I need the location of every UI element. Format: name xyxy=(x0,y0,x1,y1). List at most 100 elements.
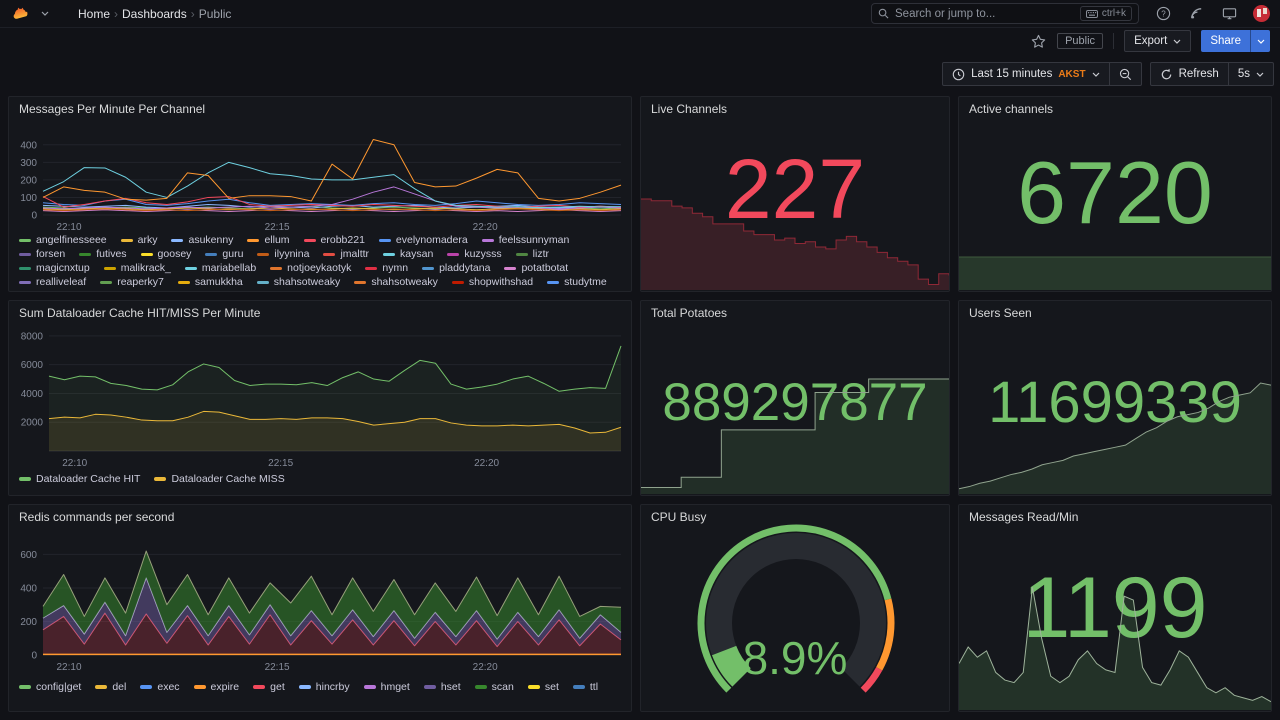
legend-item[interactable]: vvrl9v xyxy=(358,290,402,291)
legend-label: get xyxy=(270,680,285,693)
news-rss-icon[interactable] xyxy=(1187,5,1205,23)
legend-item[interactable]: realliveleaf xyxy=(19,276,86,289)
timeseries-chart[interactable]: 0 200 400 600 22:10 22:15 22:20 xyxy=(13,535,629,675)
legend-item[interactable]: get xyxy=(253,680,285,694)
grafana-logo-icon[interactable] xyxy=(10,5,28,23)
legend-item[interactable]: pladdytana xyxy=(422,262,490,275)
legend-item[interactable]: kaysan xyxy=(383,248,433,261)
svg-text:22:10: 22:10 xyxy=(56,662,81,673)
legend-item[interactable]: zezeneeeee xyxy=(416,290,490,291)
breadcrumb-dashboards[interactable]: Dashboards xyxy=(122,6,187,21)
legend-item[interactable]: ellum xyxy=(247,234,290,247)
legend-label: zezeneeeee xyxy=(433,290,490,291)
legend-label: guru xyxy=(222,248,244,260)
svg-text:600: 600 xyxy=(20,550,37,561)
legend-item[interactable]: config|get xyxy=(19,680,81,694)
legend-item[interactable]: hset xyxy=(423,680,461,694)
refresh-interval-select[interactable]: 5s xyxy=(1228,62,1274,86)
user-avatar[interactable] xyxy=(1253,5,1270,22)
stat-value: 227 xyxy=(724,142,866,236)
legend-item[interactable]: hincrby xyxy=(298,680,350,694)
legend-item[interactable]: Dataloader Cache HIT xyxy=(19,472,140,486)
svg-text:2000: 2000 xyxy=(21,418,44,429)
search-input[interactable]: Search or jump to... ctrl+k xyxy=(871,3,1139,24)
legend-label: feelssunnyman xyxy=(498,234,570,246)
legend-item[interactable]: wubsebd xyxy=(80,290,139,291)
panel-title[interactable]: Users Seen xyxy=(969,306,1032,320)
legend-item[interactable]: jmalttr xyxy=(323,248,369,261)
legend-swatch xyxy=(177,280,190,285)
legend-item[interactable]: arky xyxy=(120,234,157,247)
legend-item[interactable]: erobb221 xyxy=(303,234,365,247)
legend-item[interactable]: mariabellab xyxy=(184,262,256,275)
timeseries-chart[interactable]: 2000 4000 6000 8000 22:10 22:15 22:20 xyxy=(13,325,629,471)
panel-title[interactable]: CPU Busy xyxy=(651,510,707,524)
legend-label: websewtime xyxy=(170,290,228,291)
zoom-out-button[interactable] xyxy=(1109,62,1142,86)
legend-item[interactable]: shopwithshad xyxy=(451,276,533,289)
legend-item[interactable]: wsvud xyxy=(19,290,66,291)
legend-item[interactable]: websewtime xyxy=(153,290,228,291)
svg-text:0: 0 xyxy=(31,211,37,222)
export-button[interactable]: Export xyxy=(1124,30,1192,52)
legend-item[interactable]: wblessv xyxy=(242,290,296,291)
panel-title[interactable]: Sum Dataloader Cache HIT/MISS Per Minute xyxy=(19,306,261,320)
legend-item[interactable]: notjoeykaotyk xyxy=(270,262,351,275)
legend-item[interactable]: feelssunnyman xyxy=(481,234,570,247)
legend-item[interactable]: liztr xyxy=(515,248,549,261)
legend-item[interactable]: potatbotat xyxy=(504,262,568,275)
legend-item[interactable]: ilyynina xyxy=(257,248,309,261)
legend-item[interactable]: shahsotweaky xyxy=(354,276,438,289)
legend-label: futives xyxy=(96,248,127,260)
panel-title[interactable]: Messages Per Minute Per Channel xyxy=(19,102,206,116)
legend-label: kaysan xyxy=(400,248,434,260)
star-icon[interactable] xyxy=(1029,32,1047,50)
share-dropdown-button[interactable] xyxy=(1250,30,1270,52)
legend-item[interactable]: magicnxtup xyxy=(19,262,90,275)
legend-label: ttl xyxy=(589,680,599,693)
help-icon[interactable]: ? xyxy=(1154,5,1172,23)
panel-title[interactable]: Active channels xyxy=(969,102,1054,116)
legend-item[interactable]: exec xyxy=(140,680,180,694)
svg-text:4000: 4000 xyxy=(21,389,44,400)
gauge-chart[interactable] xyxy=(641,505,950,712)
legend-item[interactable]: del xyxy=(95,680,126,694)
svg-text:22:10: 22:10 xyxy=(56,222,81,233)
legend-item[interactable]: malikrack_ xyxy=(103,262,171,275)
legend-item[interactable]: goosey xyxy=(140,248,191,261)
panel-title[interactable]: Total Potatoes xyxy=(651,306,728,320)
legend-item[interactable]: samukkha xyxy=(177,276,243,289)
legend-item[interactable]: expire xyxy=(193,680,239,694)
legend-item[interactable]: reaperky7 xyxy=(100,276,164,289)
legend-item[interactable]: forsen xyxy=(19,248,65,261)
legend-item[interactable]: kuzysss xyxy=(447,248,502,261)
time-range-picker[interactable]: Last 15 minutes AKST xyxy=(942,62,1110,86)
legend-item[interactable]: vee xyxy=(310,290,344,291)
legend-item[interactable]: evelynomadera xyxy=(378,234,468,247)
panel-title[interactable]: Messages Read/Min xyxy=(969,510,1079,524)
svg-text:400: 400 xyxy=(20,140,37,151)
legend-item[interactable]: shahsotweaky xyxy=(256,276,340,289)
legend-item[interactable]: angelfinesseee xyxy=(19,234,107,247)
legend-item[interactable]: futives xyxy=(79,248,127,261)
legend-item[interactable]: nymn xyxy=(365,262,408,275)
legend-item[interactable]: Dataloader Cache MISS xyxy=(154,472,285,486)
timeseries-chart[interactable]: 0 100 200 300 400 22:10 22:15 22:20 xyxy=(13,123,629,233)
legend-item[interactable]: studytme xyxy=(547,276,607,289)
refresh-button[interactable]: Refresh xyxy=(1149,62,1229,86)
legend-item[interactable]: scan xyxy=(474,680,514,694)
chevron-down-icon xyxy=(1092,72,1099,77)
panel-title[interactable]: Live Channels xyxy=(651,102,728,116)
legend-item[interactable]: asukenny xyxy=(171,234,233,247)
legend-item[interactable]: hmget xyxy=(363,680,410,694)
share-button[interactable]: Share xyxy=(1210,35,1241,47)
panel-title[interactable]: Redis commands per second xyxy=(19,510,175,524)
legend-item[interactable]: set xyxy=(527,680,559,694)
stat-sparkline xyxy=(641,198,949,290)
breadcrumb-home[interactable]: Home xyxy=(78,6,111,21)
legend-item[interactable]: ttl xyxy=(572,680,599,694)
legend-item[interactable]: guru xyxy=(205,248,243,261)
monitor-icon[interactable] xyxy=(1220,5,1238,23)
stat-value: 1199 xyxy=(1022,560,1208,656)
org-switcher-chevron-icon[interactable] xyxy=(36,5,54,23)
